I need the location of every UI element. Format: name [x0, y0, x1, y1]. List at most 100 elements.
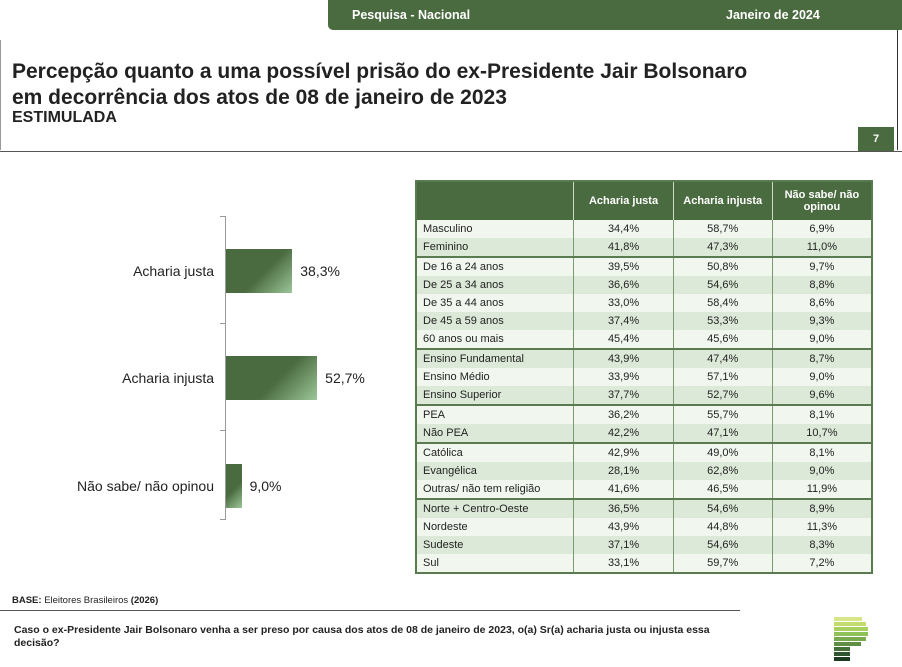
- table-row: Feminino 41,8% 47,3% 11,0%: [416, 238, 872, 257]
- page-title: Percepção quanto a uma possível prisão d…: [12, 59, 747, 111]
- table-row: Ensino Médio 33,9% 57,1% 9,0%: [416, 368, 872, 386]
- axis-tick: [220, 430, 225, 431]
- survey-label: Pesquisa - Nacional: [352, 8, 471, 22]
- table-cell: 53,3%: [672, 312, 773, 330]
- logo-icon: [834, 617, 868, 661]
- table-cell: 7,2%: [771, 554, 872, 573]
- table-cell: 9,0%: [771, 368, 872, 386]
- table-row: Ensino Fundamental 43,9% 47,4% 8,7%: [416, 348, 872, 368]
- base-label: BASE:: [12, 595, 42, 606]
- table-cell: 47,3%: [672, 238, 773, 257]
- category-label: Acharia injusta: [122, 370, 214, 386]
- row-label: Católica: [416, 442, 574, 462]
- table-cell: 62,8%: [672, 462, 773, 480]
- survey-date: Janeiro de 2024: [726, 8, 820, 22]
- bar: [226, 464, 242, 508]
- column-header: Não sabe/ não opinou: [771, 181, 872, 220]
- row-label: Outras/ não tem religião: [416, 480, 574, 499]
- page-number: 7: [858, 127, 894, 151]
- table-cell: 58,7%: [672, 220, 773, 238]
- base-text: Eleitores Brasileiros: [41, 595, 131, 606]
- data-label: 38,3%: [300, 263, 340, 279]
- row-label: De 45 a 59 anos: [416, 312, 574, 330]
- table-row: Ensino Superior 37,7% 52,7% 9,6%: [416, 386, 872, 405]
- table-cell: 45,4%: [573, 330, 674, 349]
- table-row: De 45 a 59 anos 37,4% 53,3% 9,3%: [416, 312, 872, 330]
- table-cell: 9,0%: [771, 330, 872, 349]
- axis-tick: [220, 519, 225, 520]
- table-cell: 36,2%: [573, 404, 674, 424]
- table-cell: 52,7%: [672, 386, 773, 405]
- table-row: Não PEA 42,2% 47,1% 10,7%: [416, 424, 872, 443]
- row-label: Ensino Fundamental: [416, 348, 574, 368]
- table-row: Católica 42,9% 49,0% 8,1%: [416, 442, 872, 462]
- table-cell: 9,7%: [771, 256, 872, 276]
- row-label: De 35 a 44 anos: [416, 294, 574, 312]
- table-cell: 36,6%: [573, 276, 674, 294]
- column-header: Acharia justa: [573, 181, 674, 220]
- row-label: Sul: [416, 554, 574, 573]
- table-cell: 8,9%: [771, 498, 872, 518]
- y-axis: [225, 216, 226, 520]
- page-subtitle: ESTIMULADA: [12, 109, 117, 126]
- table-cell: 8,1%: [771, 404, 872, 424]
- crosstab-table: Acharia justa Acharia injusta Não sabe/ nã…: [415, 180, 873, 574]
- bar: [226, 249, 293, 293]
- table-cell: 39,5%: [573, 256, 674, 276]
- table-row: Evangélica 28,1% 62,8% 9,0%: [416, 462, 872, 480]
- table-header-row: Acharia justa Acharia injusta Não sabe/ nã…: [416, 181, 872, 220]
- row-label: 60 anos ou mais: [416, 330, 574, 349]
- table-cell: 8,7%: [771, 348, 872, 368]
- table-row: 60 anos ou mais 45,4% 45,6% 9,0%: [416, 330, 872, 349]
- category-label: Não sabe/ não opinou: [77, 478, 214, 494]
- table-cell: 45,6%: [672, 330, 773, 349]
- row-label: Ensino Médio: [416, 368, 574, 386]
- table-cell: 33,9%: [573, 368, 674, 386]
- table-cell: 10,7%: [771, 424, 872, 443]
- table-cell: 57,1%: [672, 368, 773, 386]
- table-cell: 37,7%: [573, 386, 674, 405]
- axis-tick: [220, 323, 225, 324]
- table-cell: 41,6%: [573, 480, 674, 499]
- divider: [0, 610, 740, 611]
- row-label: Masculino: [416, 220, 574, 238]
- table-cell: 34,4%: [573, 220, 674, 238]
- table-cell: 9,3%: [771, 312, 872, 330]
- question-text: Caso o ex-Presidente Jair Bolsonaro venh…: [14, 624, 710, 649]
- column-header: Acharia injusta: [672, 181, 773, 220]
- table-row: De 16 a 24 anos 39,5% 50,8% 9,7%: [416, 256, 872, 276]
- table-cell: 33,0%: [573, 294, 674, 312]
- table-row: De 25 a 34 anos 36,6% 54,6% 8,8%: [416, 276, 872, 294]
- table-row: Outras/ não tem religião 41,6% 46,5% 11,9%: [416, 480, 872, 499]
- data-label: 9,0%: [249, 478, 282, 494]
- table-cell: 8,3%: [771, 536, 872, 554]
- table-cell: 46,5%: [672, 480, 773, 499]
- base-count: (2026): [130, 595, 159, 606]
- table-row: De 35 a 44 anos 33,0% 58,4% 8,6%: [416, 294, 872, 312]
- table-cell: 33,1%: [573, 554, 674, 573]
- row-label: Norte + Centro-Oeste: [416, 498, 574, 518]
- table-row: Nordeste 43,9% 44,8% 11,3%: [416, 518, 872, 536]
- table-cell: 37,4%: [573, 312, 674, 330]
- table-cell: 36,5%: [573, 498, 674, 518]
- table-cell: 8,8%: [771, 276, 872, 294]
- divider: [897, 30, 898, 150]
- table-cell: 55,7%: [672, 404, 773, 424]
- divider: [0, 151, 902, 152]
- table-row: PEA 36,2% 55,7% 8,1%: [416, 404, 872, 424]
- divider: [0, 40, 1, 150]
- category-label: Acharia justa: [133, 263, 214, 279]
- row-label: Sudeste: [416, 536, 574, 554]
- table-cell: 42,2%: [573, 424, 674, 443]
- row-label: Evangélica: [416, 462, 574, 480]
- row-label: Nordeste: [416, 518, 574, 536]
- column-header: [416, 181, 574, 220]
- table-cell: 47,4%: [672, 348, 773, 368]
- row-label: PEA: [416, 404, 574, 424]
- table-cell: 54,6%: [672, 536, 773, 554]
- table-cell: 41,8%: [573, 238, 674, 257]
- data-label: 52,7%: [325, 370, 365, 386]
- table-cell: 50,8%: [672, 256, 773, 276]
- table-row: Norte + Centro-Oeste 36,5% 54,6% 8,9%: [416, 498, 872, 518]
- table-row: Sudeste 37,1% 54,6% 8,3%: [416, 536, 872, 554]
